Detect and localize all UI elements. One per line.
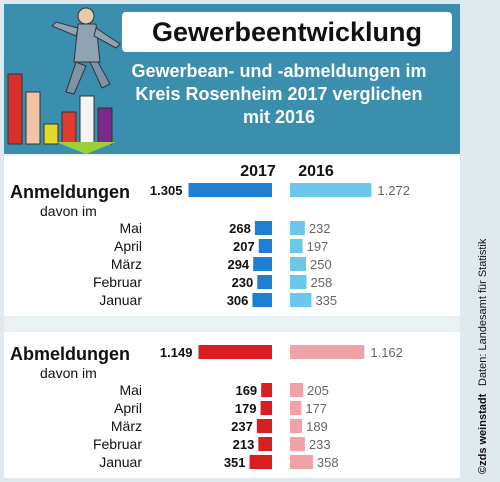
abmeldungen-bar-2016-mai <box>290 383 304 397</box>
anmeldungen-bar-2017-mai <box>254 221 272 235</box>
abmeldungen-bar-2016-januar <box>290 455 313 469</box>
anmeldungen-value-2016-mai: 232 <box>309 221 331 236</box>
anmeldungen-value-2017-februar: 230 <box>232 275 254 290</box>
anmeldungen-month-label-februar: Februar <box>93 274 142 290</box>
abmeldungen-bar-2016-maerz <box>290 419 303 433</box>
anmeldungen-month-label-januar: Januar <box>99 292 142 308</box>
abmeldungen-bar-2016-april <box>290 401 302 415</box>
anmeldungen-bar-2017-februar <box>257 275 272 289</box>
anmeldungen-total-value-2017: 1.305 <box>150 183 183 198</box>
anmeldungen-bar-2017-januar <box>252 293 272 307</box>
abmeldungen-bar-2017-februar <box>258 437 272 451</box>
anmeldungen-bar-2016-februar <box>290 275 307 289</box>
header-banner: Gewerbeentwicklung Gewerbean- und -abmel… <box>4 4 460 154</box>
anmeldungen-total-bar-2017 <box>188 183 272 197</box>
abmeldungen-value-2017-maerz: 237 <box>231 419 253 434</box>
anmeldungen-bar-2016-maerz <box>290 257 306 271</box>
abmeldungen-value-2017-februar: 213 <box>233 437 255 452</box>
anmeldungen-value-2016-januar: 335 <box>315 293 337 308</box>
anmeldungen-month-label-mai: Mai <box>119 220 142 236</box>
anmeldungen-value-2016-april: 197 <box>307 239 329 254</box>
source-label: Daten: Landesamt für Statistik <box>477 238 489 386</box>
side-credit: ©zds weinstadt Daten: Landesamt für Stat… <box>477 238 489 474</box>
anmeldungen-total-value-2016: 1.272 <box>377 183 410 198</box>
abmeldungen-total-value-2016: 1.162 <box>370 345 403 360</box>
year-header-2016: 2016 <box>298 163 334 180</box>
abmeldungen-label: Abmeldungen <box>10 344 130 364</box>
abmeldungen-value-2017-mai: 169 <box>235 383 257 398</box>
anmeldungen-month-label-april: April <box>114 238 142 254</box>
anmeldungen-panel <box>4 156 460 316</box>
abmeldungen-value-2017-januar: 351 <box>224 455 246 470</box>
credit-label: ©zds weinstadt <box>477 393 489 474</box>
abmeldungen-value-2016-februar: 233 <box>309 437 331 452</box>
abmeldungen-bar-2017-april <box>260 401 272 415</box>
abmeldungen-value-2016-mai: 205 <box>307 383 329 398</box>
anmeldungen-bar-2017-maerz <box>253 257 272 271</box>
abmeldungen-total-bar-2016 <box>290 345 365 359</box>
abmeldungen-value-2016-januar: 358 <box>317 455 339 470</box>
anmeldungen-value-2017-mai: 268 <box>229 221 251 236</box>
abmeldungen-total-value-2017: 1.149 <box>160 345 193 360</box>
businessman-bar-illustration <box>7 7 121 154</box>
anmeldungen-total-bar-2016 <box>290 183 372 197</box>
abmeldungen-month-label-maerz: März <box>111 418 142 434</box>
anmeldungen-label: Anmeldungen <box>10 182 130 202</box>
anmeldungen-value-2017-januar: 306 <box>227 293 249 308</box>
subtitle-line-1: Gewerbean- und -abmeldungen im <box>131 61 427 81</box>
subtitle-line-3: mit 2016 <box>242 107 316 127</box>
anmeldungen-sublabel: davon im <box>40 203 97 219</box>
abmeldungen-sublabel: davon im <box>40 365 97 381</box>
anmeldungen-bar-2016-april <box>290 239 303 253</box>
page-title: Gewerbeentwicklung <box>151 17 423 47</box>
abmeldungen-bar-2017-mai <box>261 383 272 397</box>
abmeldungen-month-label-mai: Mai <box>119 382 142 398</box>
anmeldungen-value-2016-februar: 258 <box>311 275 333 290</box>
abmeldungen-month-label-februar: Februar <box>93 436 142 452</box>
year-header-2017: 2017 <box>240 163 276 180</box>
title-box: Gewerbeentwicklung <box>122 12 452 52</box>
abmeldungen-value-2017-april: 179 <box>235 401 257 416</box>
anmeldungen-value-2016-maerz: 250 <box>310 257 332 272</box>
anmeldungen-bar-2016-mai <box>290 221 305 235</box>
abmeldungen-bar-2017-maerz <box>256 419 272 433</box>
abmeldungen-value-2016-maerz: 189 <box>306 419 328 434</box>
abmeldungen-bar-2017-januar <box>249 455 272 469</box>
abmeldungen-month-label-januar: Januar <box>99 454 142 470</box>
abmeldungen-total-bar-2017 <box>198 345 272 359</box>
anmeldungen-value-2017-april: 207 <box>233 239 255 254</box>
anmeldungen-bar-2016-januar <box>290 293 312 307</box>
abmeldungen-month-label-april: April <box>114 400 142 416</box>
anmeldungen-bar-2017-april <box>258 239 272 253</box>
subtitle: Gewerbean- und -abmeldungen im Kreis Ros… <box>104 60 454 129</box>
abmeldungen-value-2016-april: 177 <box>305 401 327 416</box>
subtitle-line-2: Kreis Rosenheim 2017 verglichen <box>135 84 423 104</box>
anmeldungen-value-2017-maerz: 294 <box>227 257 249 272</box>
abmeldungen-bar-2016-februar <box>290 437 305 451</box>
anmeldungen-month-label-maerz: März <box>111 256 142 272</box>
